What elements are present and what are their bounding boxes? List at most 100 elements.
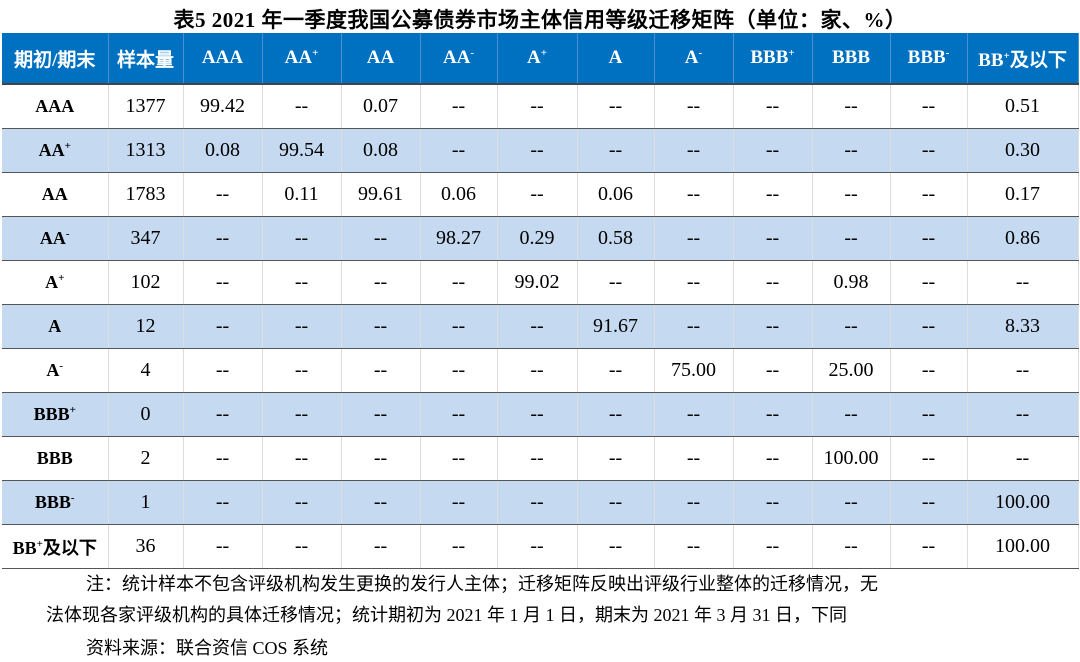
table-cell: -- [812,216,891,261]
table-cell: -- [497,304,578,349]
table-cell: -- [967,392,1079,437]
table-cell: -- [262,216,342,261]
table-cell: -- [967,436,1079,481]
column-header: 期初/期末 [2,33,109,85]
label-sup: + [64,140,71,152]
row-label: A [2,304,109,349]
table-cell: -- [654,84,734,129]
table-cell: -- [341,260,421,305]
table-cell: -- [420,84,498,129]
table-cell: -- [262,524,342,569]
column-header: AA [341,33,421,85]
table-cell: -- [341,524,421,569]
table-cell: -- [497,480,578,525]
label-base: AA [39,228,66,248]
table-cell: 1377 [108,84,184,129]
row-label: AA+ [2,128,109,173]
table-cell: -- [262,304,342,349]
table-cell: 0.29 [497,216,578,261]
label-suffix: 及以下 [42,537,97,558]
label-base: AA [366,47,395,68]
table-row: BBB+ 0 -- -- -- -- -- -- -- -- -- -- -- [2,392,1079,437]
table-cell: -- [577,348,655,393]
table-cell: -- [420,480,498,525]
table-cell: -- [577,128,655,173]
table-cell: -- [420,128,498,173]
table-cell: -- [654,128,734,173]
label-base: BBB [36,448,73,468]
table-cell: -- [654,480,734,525]
table-cell: 8.33 [967,304,1079,349]
table-row: BBB- 1 -- -- -- -- -- -- -- -- -- -- 100.00 [2,480,1079,525]
table-cell: -- [890,172,968,217]
table-cell: 1313 [108,128,184,173]
source-note: 资料来源：联合资信 COS 系统 [86,638,329,658]
table-cell: -- [577,436,655,481]
row-label: AA- [2,216,109,261]
table-cell: 0.11 [262,172,342,217]
table-cell: -- [183,260,263,305]
label-sup: + [788,47,795,59]
label-base: 期初/期末 [14,49,96,71]
label-base: BBB [33,404,70,424]
table-cell: -- [183,304,263,349]
table-cell: 0.51 [967,84,1079,129]
table-cell: -- [420,436,498,481]
table-cell: 0.98 [812,260,891,305]
table-cell: -- [967,260,1079,305]
column-header: BBB [812,33,891,85]
table-cell: -- [654,524,734,569]
table-cell: -- [497,84,578,129]
table-cell: -- [890,84,968,129]
table-cell: -- [577,260,655,305]
table-cell: -- [497,172,578,217]
table-cell: 99.61 [341,172,421,217]
table-cell: -- [890,436,968,481]
table-cell: -- [812,480,891,525]
table-cell: -- [183,348,263,393]
table-row: A- 4 -- -- -- -- -- -- 75.00 -- 25.00 -- -- [2,348,1079,393]
column-header: AA- [420,33,498,85]
row-label: BBB+ [2,392,109,437]
table-cell: 100.00 [967,480,1079,525]
table-cell: -- [420,524,498,569]
label-base: A [45,272,59,292]
table-cell: 102 [108,260,184,305]
label-base: BBB [907,47,946,68]
table-cell: -- [812,128,891,173]
table-cell: -- [733,436,813,481]
table-cell: -- [733,524,813,569]
table-cell: -- [890,216,968,261]
label-sup: + [36,537,43,550]
table-cell: -- [497,128,578,173]
table-cell: -- [654,436,734,481]
table-cell: 12 [108,304,184,349]
table-cell: 99.02 [497,260,578,305]
table-cell: -- [262,480,342,525]
label-base: A [46,360,60,380]
table-cell: 0.07 [341,84,421,129]
table-cell: 25.00 [812,348,891,393]
table-cell: -- [733,480,813,525]
table-cell: -- [497,348,578,393]
table-cell: -- [733,128,813,173]
column-header: A- [654,33,734,85]
table-cell: -- [341,480,421,525]
table-cell: -- [262,436,342,481]
label-base: BB [12,537,37,558]
table-cell: 0.86 [967,216,1079,261]
table-cell: -- [183,392,263,437]
label-base: A [684,47,699,68]
table-cell: 2 [108,436,184,481]
table-title: 表5 2021 年一季度我国公募债券市场主体信用等级迁移矩阵（单位：家、%） [173,8,907,32]
table-cell: -- [890,524,968,569]
table-cell: -- [262,84,342,129]
label-sup: + [69,404,76,416]
note-line-1: 注：统计样本不包含评级机构发生更换的发行人主体；迁移矩阵反映出评级行业整体的迁移… [86,574,878,594]
table-cell: 4 [108,348,184,393]
label-sup: - [945,47,950,59]
table-cell: -- [183,480,263,525]
label-sup: + [312,47,319,59]
table-cell: -- [262,348,342,393]
migration-matrix-table: 期初/期末 样本量 AAA AA+ AA AA- A+ A A- BBB+ BBB BBB- BB+及以… [2,33,1079,569]
